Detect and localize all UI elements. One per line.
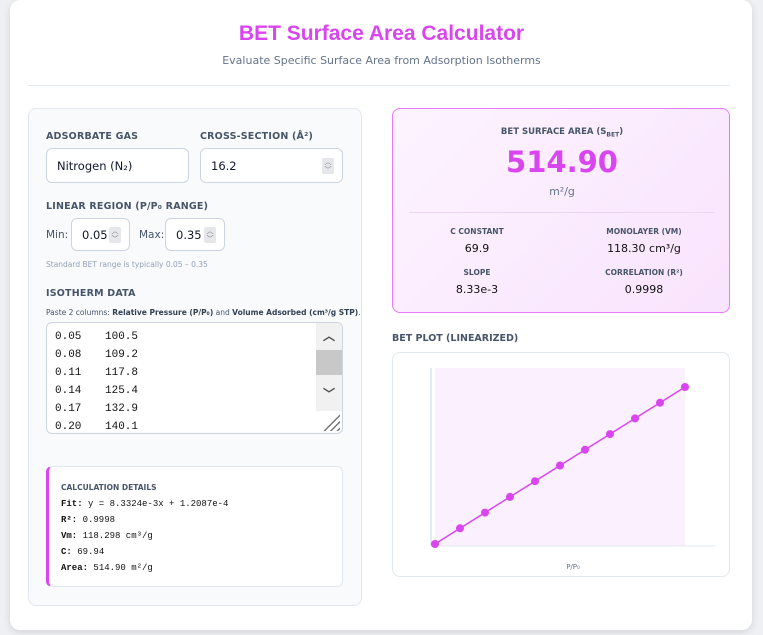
calc-line: Area: 514.90 m²/g bbox=[61, 563, 153, 573]
data-row: 0.08 109.2 bbox=[55, 349, 139, 361]
surface-area-unit: m²/g bbox=[549, 185, 575, 198]
isotherm-label: ISOTHERM DATA bbox=[46, 288, 136, 299]
max-label: Max: bbox=[139, 229, 165, 241]
data-row: 0.17 132.9 bbox=[55, 403, 139, 415]
scroll-thumb[interactable] bbox=[316, 350, 342, 375]
stat-item: SLOPE 8.33e-3 bbox=[397, 268, 557, 296]
spinner-icon[interactable]: ︿ ﹀ bbox=[204, 226, 216, 243]
data-point bbox=[556, 461, 564, 470]
data-point bbox=[631, 414, 639, 423]
stat-value: 0.9998 bbox=[624, 283, 664, 296]
stat-value: 69.9 bbox=[464, 242, 490, 255]
calc-line: Fit: y = 8.3324e-3x + 1.2087e-4 bbox=[61, 499, 229, 509]
data-point bbox=[506, 492, 514, 501]
isotherm-note: Paste 2 columns: Relative Pressure (P/P₀… bbox=[46, 308, 361, 317]
calc-line: Vm: 118.298 cm³/g bbox=[61, 531, 153, 541]
data-point bbox=[531, 477, 539, 486]
data-row: 0.11 117.8 bbox=[55, 367, 139, 379]
data-point bbox=[481, 508, 489, 517]
data-point bbox=[606, 430, 614, 439]
min-input[interactable]: 0.05 ︿ ﹀ bbox=[71, 218, 130, 251]
range-label: LINEAR REGION (P/P₀ RANGE) bbox=[46, 201, 209, 212]
min-value: 0.05 bbox=[82, 227, 108, 242]
data-point bbox=[656, 398, 664, 407]
data-row: 0.14 125.4 bbox=[55, 385, 139, 397]
min-label: Min: bbox=[46, 229, 69, 241]
range-hint: Standard BET range is typically 0.05 – 0… bbox=[46, 260, 208, 269]
data-point bbox=[431, 540, 439, 548]
stat-label: MONOLAYER (VM) bbox=[606, 227, 682, 236]
data-row: 0.05 100.5 bbox=[55, 331, 139, 343]
stat-label: SLOPE bbox=[463, 268, 491, 277]
cross-section-input[interactable]: 16.2 ︿ ﹀ bbox=[200, 148, 343, 183]
gas-label: ADSORBATE GAS bbox=[46, 131, 139, 142]
stat-item: MONOLAYER (VM) 118.30 cm³/g bbox=[564, 227, 724, 255]
scroll-up-icon[interactable]: ︿ bbox=[322, 329, 335, 343]
data-point bbox=[581, 445, 589, 454]
calc-line: R²: 0.9998 bbox=[61, 515, 116, 525]
page-title: BET Surface Area Calculator bbox=[238, 22, 525, 45]
result-label: BET SURFACE AREA (SBET) bbox=[500, 127, 624, 139]
spinner-icon[interactable]: ︿ ﹀ bbox=[322, 157, 334, 174]
max-input[interactable]: 0.35 ︿ ﹀ bbox=[165, 218, 225, 251]
data-point bbox=[456, 524, 464, 533]
stat-value: 8.33e-3 bbox=[455, 283, 499, 296]
surface-area-value: 514.90 bbox=[506, 145, 618, 179]
gas-value: Nitrogen (N₂) bbox=[57, 158, 133, 173]
stat-item: C CONSTANT 69.9 bbox=[397, 227, 557, 255]
spinner-icon[interactable]: ︿ ﹀ bbox=[109, 226, 121, 243]
resize-handle-icon[interactable] bbox=[320, 411, 340, 431]
calculation-details: CALCULATION DETAILS Fit: y = 8.3324e-3x … bbox=[46, 466, 343, 587]
data-point bbox=[681, 383, 689, 391]
linear-region-highlight bbox=[435, 368, 685, 546]
data-row: 0.20 140.1 bbox=[55, 421, 139, 433]
isotherm-textarea[interactable]: 0.05 100.5 0.08 109.2 0.11 117.8 0.14 125.4 0.17… bbox=[46, 322, 343, 434]
result-card: BET SURFACE AREA (SBET) 514.90 m²/g C CO… bbox=[392, 108, 730, 313]
stat-item: CORRELATION (R²) 0.9998 bbox=[564, 268, 724, 296]
plot-title: BET PLOT (LINEARIZED) bbox=[392, 333, 519, 344]
cross-section-value: 16.2 bbox=[211, 158, 237, 173]
stat-label: C CONSTANT bbox=[450, 227, 504, 236]
calc-line: C: 69.94 bbox=[61, 547, 105, 557]
stat-value: 118.30 cm³/g bbox=[607, 242, 681, 255]
divider bbox=[28, 85, 730, 86]
bet-plot: P/P₀ bbox=[392, 352, 730, 577]
scroll-down-icon[interactable]: ﹀ bbox=[322, 387, 335, 401]
scrollbar[interactable]: ︿ ﹀ bbox=[316, 323, 342, 411]
bet-plot-svg: P/P₀ bbox=[430, 368, 715, 571]
max-value: 0.35 bbox=[176, 227, 202, 242]
x-axis-label: P/P₀ bbox=[566, 563, 580, 571]
calc-title: CALCULATION DETAILS bbox=[61, 483, 157, 492]
gas-select[interactable]: Nitrogen (N₂) bbox=[46, 148, 189, 183]
page-subtitle: Evaluate Specific Surface Area from Adso… bbox=[222, 54, 541, 67]
stat-label: CORRELATION (R²) bbox=[605, 268, 683, 277]
cross-section-label: CROSS-SECTION (Å²) bbox=[200, 131, 314, 142]
